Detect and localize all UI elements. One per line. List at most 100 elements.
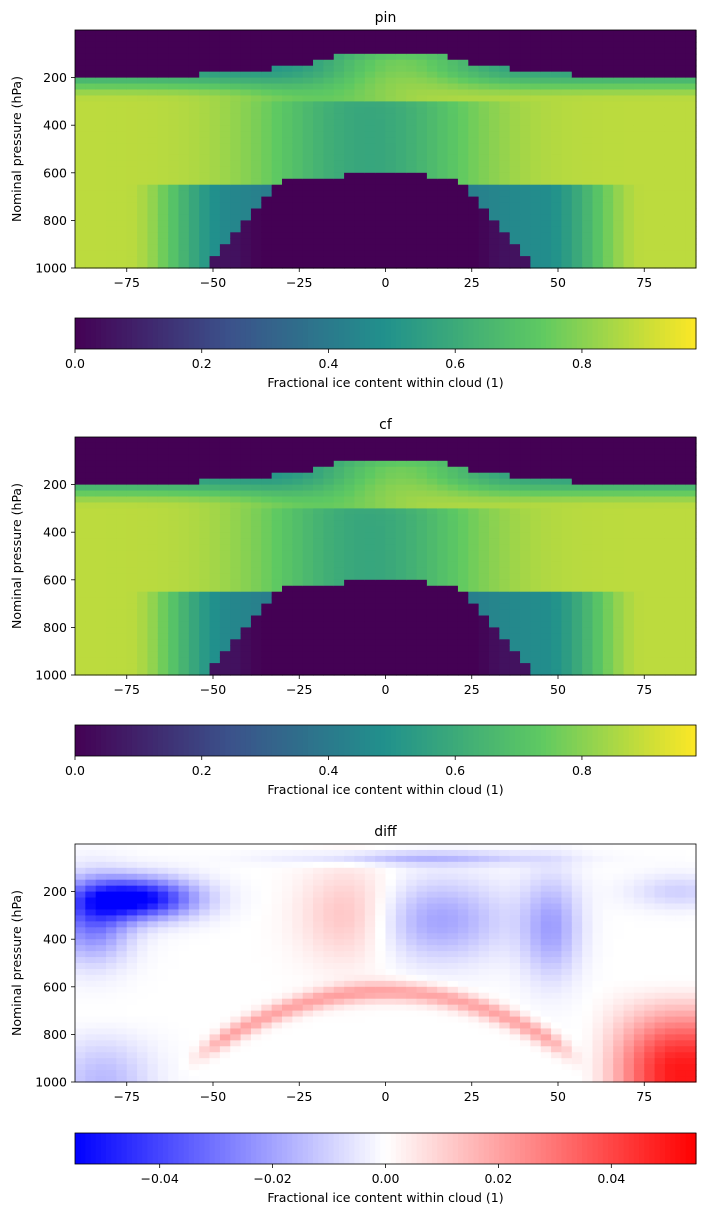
heatmap-cell — [571, 484, 583, 492]
heatmap-cell — [530, 567, 542, 575]
heatmap-cell — [540, 437, 552, 444]
heatmap-cell — [406, 550, 418, 557]
heatmap-cell — [126, 514, 138, 521]
heatmap-cell — [499, 550, 511, 557]
heatmap-cell — [137, 615, 149, 623]
heatmap-cell — [157, 651, 169, 658]
heatmap-cell — [468, 178, 480, 186]
heatmap-cell — [168, 232, 180, 239]
heatmap-cell — [219, 59, 231, 67]
heatmap-cell — [623, 89, 635, 97]
heatmap-cell — [147, 226, 159, 233]
heatmap-cell — [95, 113, 107, 120]
heatmap-cell — [126, 53, 138, 61]
colorbar-segment — [256, 318, 262, 349]
heatmap-cell — [95, 232, 107, 239]
heatmap-cell — [385, 573, 397, 581]
heatmap-cell — [654, 556, 666, 563]
heatmap-cell — [551, 65, 563, 73]
heatmap-cell — [271, 53, 283, 61]
heatmap-cell — [271, 238, 283, 245]
heatmap-cell — [168, 89, 180, 97]
heatmap-cell — [571, 65, 583, 73]
heatmap-cell — [75, 125, 86, 132]
heatmap-cell — [582, 669, 594, 676]
heatmap-cell — [385, 556, 397, 563]
heatmap-cell — [219, 190, 231, 198]
heatmap-cell — [292, 101, 304, 108]
heatmap-cell — [571, 35, 583, 43]
heatmap-cell — [219, 466, 231, 474]
heatmap-cell — [106, 532, 117, 539]
heatmap-cell — [364, 454, 376, 462]
heatmap-cell — [447, 591, 459, 599]
heatmap-cell — [395, 202, 407, 210]
heatmap-cell — [85, 190, 97, 198]
heatmap-cell — [106, 508, 117, 515]
heatmap-cell — [582, 160, 594, 168]
heatmap-cell — [147, 160, 159, 168]
heatmap-cell — [416, 627, 428, 634]
heatmap-cell — [271, 160, 283, 168]
heatmap-cell — [375, 561, 387, 569]
heatmap-cell — [95, 143, 107, 150]
heatmap-cell — [426, 226, 438, 233]
heatmap-cell — [333, 448, 345, 456]
heatmap-cell — [95, 514, 107, 521]
heatmap-cell — [147, 591, 159, 599]
heatmap-cell — [313, 172, 324, 180]
heatmap-cell — [478, 71, 490, 79]
heatmap-cell — [209, 113, 221, 120]
heatmap-cell — [654, 490, 666, 498]
heatmap-cell — [530, 250, 542, 257]
heatmap-cell — [613, 53, 625, 61]
heatmap-cell — [582, 196, 594, 204]
heatmap-cell — [302, 83, 314, 91]
heatmap-cell — [85, 526, 97, 533]
heatmap-cell — [478, 550, 490, 557]
heatmap-cell — [230, 627, 242, 634]
heatmap-cell — [623, 490, 635, 498]
heatmap-cell — [416, 59, 428, 67]
heatmap-cell — [675, 609, 687, 617]
heatmap-cell — [323, 442, 335, 450]
heatmap-cell — [95, 544, 107, 551]
heatmap-cell — [613, 196, 625, 204]
heatmap-cell — [592, 232, 604, 239]
heatmap-cell — [395, 154, 407, 162]
heatmap-cell — [582, 143, 594, 150]
heatmap-cell — [685, 544, 697, 551]
heatmap-cell — [75, 579, 86, 587]
heatmap-cell — [613, 83, 625, 91]
heatmap-cell — [261, 508, 273, 515]
heatmap-cell — [664, 550, 676, 557]
heatmap-cell — [126, 89, 138, 97]
heatmap-cell — [250, 41, 262, 49]
heatmap-cell — [344, 615, 356, 623]
heatmap-cell — [250, 651, 262, 658]
heatmap-cell — [675, 65, 687, 73]
heatmap-cell — [623, 149, 635, 156]
heatmap-cell — [178, 556, 190, 563]
heatmap-cell — [592, 131, 604, 138]
heatmap-cell — [468, 538, 480, 545]
heatmap-cell — [571, 214, 583, 221]
heatmap-cell — [592, 113, 604, 120]
heatmap-cell — [561, 591, 573, 599]
heatmap-cell — [437, 544, 449, 551]
heatmap-cell — [344, 651, 356, 658]
heatmap-cell — [457, 496, 469, 504]
colorbar-segment — [545, 318, 552, 349]
heatmap-cell — [106, 47, 117, 55]
heatmap-cell — [302, 256, 314, 263]
heatmap-cell — [313, 573, 324, 581]
colorbar-segment — [90, 725, 97, 756]
heatmap-cell — [188, 77, 200, 85]
heatmap-cell — [333, 561, 345, 569]
heatmap-cell — [230, 95, 242, 102]
heatmap-cell — [85, 520, 97, 527]
heatmap-cell — [582, 633, 594, 640]
heatmap-cell — [313, 460, 324, 468]
heatmap-cell — [457, 639, 469, 646]
heatmap-cell — [416, 160, 428, 168]
